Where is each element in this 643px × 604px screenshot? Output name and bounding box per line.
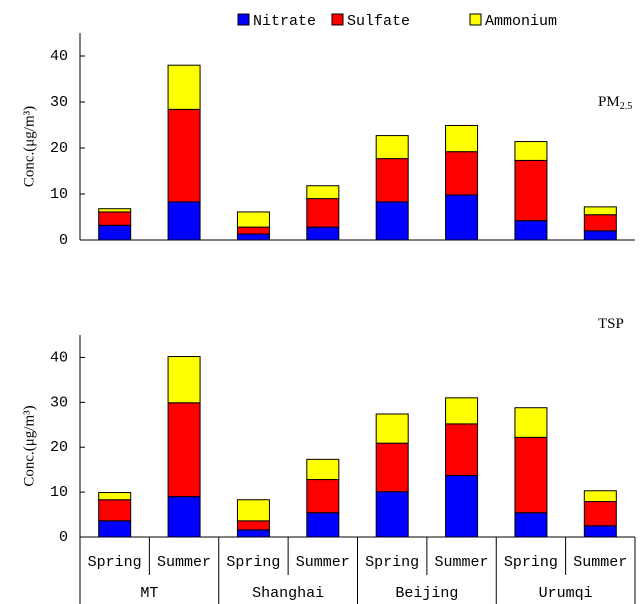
bar [583,214,617,232]
bar [445,194,479,241]
bar [445,423,479,477]
bar [375,442,409,493]
bar [98,520,132,538]
legend-label: Ammonium [485,13,557,30]
bar [583,501,617,527]
y-axis-label: Conc.(μg/m³) [21,106,37,187]
bar [236,233,270,241]
legend-swatch [237,13,250,26]
bar [98,492,132,501]
bar [306,479,340,514]
x-tick-label: Spring [226,554,280,571]
bar [236,520,270,531]
x-tick-label: Summer [296,554,350,571]
y-tick-label: 10 [50,186,68,203]
x-tick-label: Summer [435,554,489,571]
x-tick-label: Summer [573,554,627,571]
bar [167,108,201,203]
y-tick-label: 40 [50,349,68,366]
bar [445,475,479,538]
bar [445,124,479,153]
annotation: PM2.5 [598,94,632,112]
legend-label: Nitrate [253,13,316,30]
bar [445,397,479,425]
bar [98,211,132,226]
x-tick-label: Spring [365,554,419,571]
bar [306,198,340,228]
group-label: Beijing [395,585,458,602]
bar [167,496,201,538]
bar [306,226,340,241]
bar [306,185,340,200]
group-label: Urumqi [539,585,593,602]
bar [98,208,132,213]
y-tick-label: 30 [50,94,68,111]
group-label: MT [140,585,158,602]
bar [167,201,201,241]
y-axis-label: Conc.(μg/m³) [21,405,37,486]
bar [306,458,340,481]
bar [514,141,548,161]
y-tick-label: 40 [50,48,68,65]
annotation: TSP [598,316,624,332]
y-tick-label: 0 [59,529,68,546]
bar [514,436,548,514]
annotation-text: TSP [598,316,624,332]
bar [167,356,201,404]
bar [514,512,548,538]
bar [514,159,548,222]
bar [98,499,132,522]
bar [375,158,409,203]
y-tick-label: 20 [50,140,68,157]
bar [167,64,201,110]
group-label: Shanghai [252,585,324,602]
bar [583,206,617,216]
bar [375,413,409,444]
annotation-text: PM [598,94,620,110]
legend-label: Sulfate [347,13,410,30]
bar [583,490,617,503]
bar [236,226,270,235]
y-tick-label: 30 [50,394,68,411]
annotation-sub: 2.5 [620,101,633,112]
x-tick-label: Spring [88,554,142,571]
bar [375,201,409,241]
bar [583,230,617,241]
y-tick-label: 10 [50,484,68,501]
bar [583,525,617,538]
y-tick-label: 0 [59,232,68,249]
legend-swatch [331,13,344,26]
legend-swatch [469,13,482,26]
bar [514,407,548,438]
bar [514,220,548,241]
y-tick-label: 20 [50,439,68,456]
bar [445,151,479,196]
x-tick-label: Spring [504,554,558,571]
bar [375,491,409,538]
bar [167,402,201,498]
x-tick-label: Summer [157,554,211,571]
bar [98,224,132,241]
bar [236,529,270,538]
bar [306,512,340,538]
bar [236,211,270,228]
bar [236,499,270,522]
bar [375,135,409,160]
